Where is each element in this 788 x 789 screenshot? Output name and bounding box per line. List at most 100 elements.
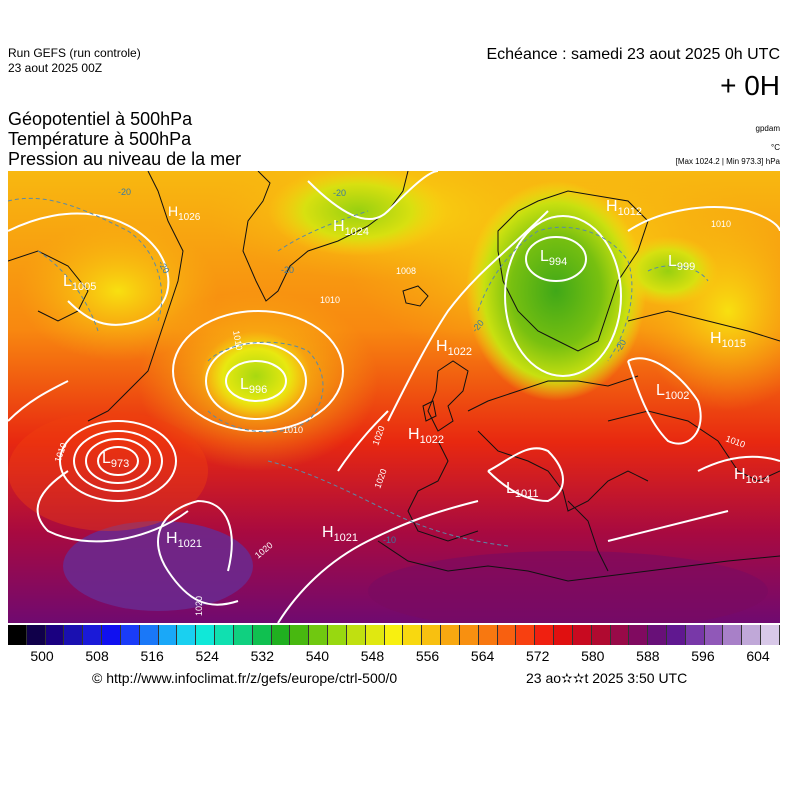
unit-celsius: °C	[771, 143, 780, 152]
color-scale-cell	[441, 625, 460, 645]
pressure-center: L996	[240, 376, 267, 396]
title-geopotential: Géopotentiel à 500hPa	[8, 109, 193, 129]
color-scale-cell	[309, 625, 329, 645]
color-scale-cell	[685, 625, 705, 645]
color-scale-cell	[233, 625, 253, 645]
color-scale-cell	[591, 625, 611, 645]
color-scale-cell	[459, 625, 479, 645]
color-scale	[8, 625, 780, 645]
isobar-label: 1008	[396, 266, 416, 276]
pressure-center: H1022	[408, 426, 444, 446]
isotherm-labels: -20 -20 -20 -20 -20 -20 -10	[118, 187, 628, 545]
color-scale-cell	[535, 625, 555, 645]
color-scale-cell	[516, 625, 536, 645]
isobar-label: 1010	[231, 330, 244, 351]
pressure-center: H1012	[606, 198, 642, 218]
color-scale-label: 516	[140, 648, 164, 664]
weather-map: H1026 H1024 L1005 L994 L999 H1012 H1015 …	[8, 171, 780, 623]
color-scale-label: 532	[250, 648, 274, 664]
color-scale-cell	[554, 625, 573, 645]
color-scale-cell	[365, 625, 385, 645]
color-scale-cell	[8, 625, 27, 645]
color-scale-cell	[761, 625, 780, 645]
color-scale-label: 572	[526, 648, 550, 664]
color-scale-cell	[610, 625, 630, 645]
color-scale-cell	[158, 625, 178, 645]
color-scale-label: 596	[691, 648, 715, 664]
color-scale-cell	[742, 625, 762, 645]
color-scale-label: 580	[581, 648, 605, 664]
isotherm-label: -20	[281, 265, 294, 275]
isotherm-label: -20	[118, 187, 131, 197]
color-scale-cell	[497, 625, 517, 645]
color-scale-cell	[64, 625, 84, 645]
isotherm-label: -10	[383, 535, 396, 545]
color-scale-cell	[271, 625, 291, 645]
color-scale-cell	[572, 625, 592, 645]
color-scale-cell	[666, 625, 686, 645]
color-scale-label: 604	[746, 648, 770, 664]
pressure-center: L973	[102, 450, 129, 470]
color-scale-cell	[215, 625, 234, 645]
isobar-label: 1010	[711, 219, 731, 229]
pressure-center: H1022	[436, 338, 472, 358]
color-scale-cell	[422, 625, 442, 645]
pressure-center: L1011	[506, 480, 539, 500]
isobars	[8, 171, 780, 623]
title-pressure: Pression au niveau de la mer	[8, 149, 242, 169]
pressure-center: H1015	[710, 330, 746, 350]
color-scale-label: 524	[195, 648, 219, 664]
generation-timestamp: 23 ao✫✫t 2025 3:50 UTC	[526, 670, 688, 686]
color-scale-cell	[648, 625, 667, 645]
color-scale-label: 500	[30, 648, 54, 664]
color-scale-cell	[384, 625, 404, 645]
color-scale-cell	[139, 625, 159, 645]
pressure-center: H1021	[166, 530, 202, 550]
pressure-center-labels: H1026 H1024 L1005 L994 L999 H1012 H1015 …	[63, 198, 770, 550]
color-scale-cell	[478, 625, 498, 645]
color-scale-cell	[346, 625, 366, 645]
pressure-center: L994	[540, 248, 567, 268]
pressure-max-min: [Max 1024.2 | Min 973.3] hPa	[675, 157, 780, 166]
pressure-center: H1014	[734, 466, 770, 486]
pressure-center: H1026	[168, 203, 201, 223]
color-scale-cell	[102, 625, 121, 645]
pressure-center: L1005	[63, 273, 96, 293]
pressure-center: H1021	[322, 524, 358, 544]
color-scale-cell	[45, 625, 65, 645]
isotherm-label: -20	[333, 188, 346, 198]
isobar-label: 1010	[320, 295, 340, 305]
pressure-center: L1002	[656, 382, 689, 402]
color-scale-cell	[120, 625, 140, 645]
title-temperature: Température à 500hPa	[8, 129, 192, 149]
lead-time: + 0H	[720, 70, 780, 101]
color-scale-label: 508	[85, 648, 109, 664]
color-scale-cell	[328, 625, 347, 645]
color-scale-cell	[26, 625, 46, 645]
color-scale-label: 556	[415, 648, 440, 664]
color-scale-cell	[83, 625, 103, 645]
isotherms	[8, 197, 709, 547]
unit-gpdam: gpdam	[755, 124, 780, 133]
color-scale-cell	[704, 625, 724, 645]
color-scale-cell	[252, 625, 272, 645]
color-scale-cell	[290, 625, 310, 645]
run-date: 23 aout 2025 00Z	[8, 61, 103, 75]
pressure-center: L999	[668, 253, 695, 273]
run-name: Run GEFS (run controle)	[8, 46, 141, 60]
color-scale-cell	[403, 625, 423, 645]
color-scale-cell	[723, 625, 743, 645]
source-credit: © http://www.infoclimat.fr/z/gefs/europe…	[92, 670, 398, 686]
color-scale-label: 564	[470, 648, 495, 664]
isobar-label: 1020	[194, 596, 204, 616]
pressure-center: H1024	[333, 218, 369, 238]
color-scale-labels: 500 508 516 524 532 540 548 556 564 572 580 588 596 6…	[8, 648, 780, 666]
color-scale-cell	[629, 625, 649, 645]
color-scale-label: 540	[305, 648, 330, 664]
color-scale-label: 548	[360, 648, 385, 664]
color-scale-cell	[196, 625, 216, 645]
isobar-label: 1010	[283, 425, 303, 435]
color-scale-cell	[177, 625, 197, 645]
forecast-validity: Echéance : samedi 23 aout 2025 0h UTC	[486, 46, 780, 63]
color-scale-label: 588	[636, 648, 660, 664]
